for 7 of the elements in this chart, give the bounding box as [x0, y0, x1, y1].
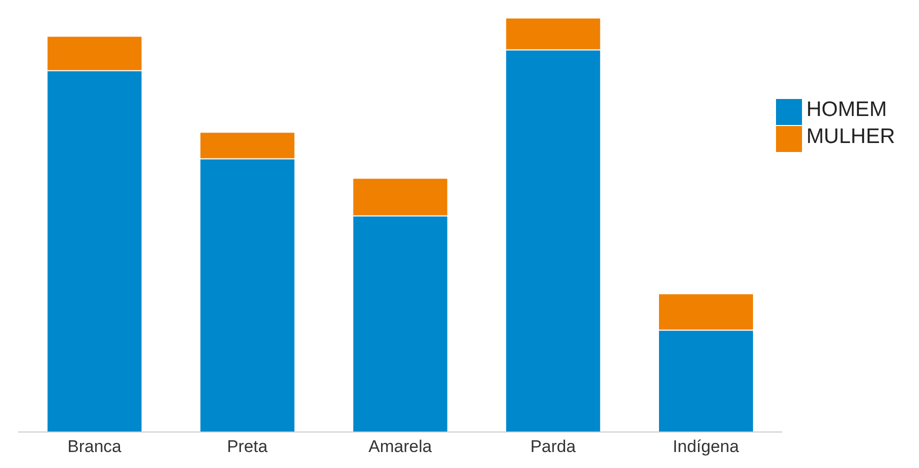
- x-tick-label: Parda: [530, 437, 576, 456]
- x-tick-label: Amarela: [368, 437, 432, 456]
- legend-label: MULHER: [806, 124, 895, 148]
- legend-label: HOMEM: [806, 98, 887, 121]
- x-tick-label: Branca: [67, 437, 122, 456]
- x-tick-label: Preta: [226, 437, 268, 456]
- x-tick-label: Indígena: [672, 437, 740, 456]
